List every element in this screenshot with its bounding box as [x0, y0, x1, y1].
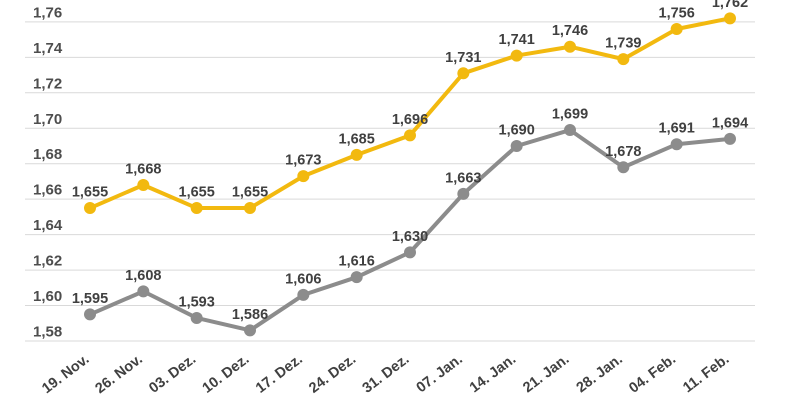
- svg-text:1,746: 1,746: [552, 23, 588, 39]
- svg-text:1,68: 1,68: [33, 146, 62, 163]
- svg-text:14. Jan.: 14. Jan.: [467, 351, 519, 396]
- svg-text:28. Jan.: 28. Jan.: [574, 351, 626, 396]
- svg-text:1,685: 1,685: [339, 131, 375, 147]
- svg-text:1,606: 1,606: [285, 271, 321, 287]
- svg-text:1,616: 1,616: [339, 254, 375, 270]
- svg-text:1,74: 1,74: [33, 40, 63, 57]
- svg-text:1,655: 1,655: [179, 185, 215, 201]
- svg-text:1,756: 1,756: [659, 5, 695, 21]
- svg-text:26. Nov.: 26. Nov.: [93, 351, 146, 397]
- svg-text:1,739: 1,739: [605, 36, 641, 52]
- svg-text:17. Dez.: 17. Dez.: [253, 351, 306, 396]
- svg-text:1,690: 1,690: [499, 122, 535, 138]
- svg-text:1,58: 1,58: [33, 324, 62, 341]
- svg-text:1,60: 1,60: [33, 288, 62, 305]
- svg-text:1,76: 1,76: [33, 4, 62, 21]
- svg-text:1,64: 1,64: [33, 217, 63, 234]
- svg-text:11. Feb.: 11. Feb.: [680, 351, 732, 396]
- svg-text:1,630: 1,630: [392, 229, 428, 245]
- svg-text:1,741: 1,741: [499, 32, 535, 48]
- svg-text:31. Dez.: 31. Dez.: [360, 351, 413, 396]
- svg-text:1,691: 1,691: [659, 121, 695, 137]
- svg-text:1,593: 1,593: [179, 294, 215, 310]
- svg-text:1,70: 1,70: [33, 111, 62, 128]
- svg-text:1,62: 1,62: [33, 253, 62, 270]
- svg-text:1,668: 1,668: [125, 162, 161, 178]
- svg-text:1,655: 1,655: [72, 185, 108, 201]
- svg-text:1,595: 1,595: [72, 291, 108, 307]
- svg-text:1,731: 1,731: [445, 50, 481, 66]
- svg-text:1,762: 1,762: [712, 0, 748, 11]
- svg-text:1,608: 1,608: [125, 268, 161, 284]
- svg-text:21. Jan.: 21. Jan.: [520, 351, 572, 396]
- svg-text:19. Nov.: 19. Nov.: [39, 351, 92, 397]
- svg-text:07. Jan.: 07. Jan.: [414, 351, 466, 396]
- svg-text:1,696: 1,696: [392, 112, 428, 128]
- svg-text:1,678: 1,678: [605, 144, 641, 160]
- svg-text:24. Dez.: 24. Dez.: [306, 351, 359, 396]
- svg-text:1,586: 1,586: [232, 307, 268, 323]
- svg-text:1,673: 1,673: [285, 153, 321, 169]
- svg-text:1,655: 1,655: [232, 185, 268, 201]
- svg-text:1,699: 1,699: [552, 107, 588, 123]
- svg-text:1,694: 1,694: [712, 115, 748, 131]
- svg-text:1,663: 1,663: [445, 170, 481, 186]
- svg-text:04. Feb.: 04. Feb.: [626, 351, 679, 396]
- svg-text:1,66: 1,66: [33, 182, 62, 199]
- svg-text:10. Dez.: 10. Dez.: [200, 351, 253, 396]
- svg-text:1,72: 1,72: [33, 75, 62, 92]
- svg-text:03. Dez.: 03. Dez.: [146, 351, 199, 396]
